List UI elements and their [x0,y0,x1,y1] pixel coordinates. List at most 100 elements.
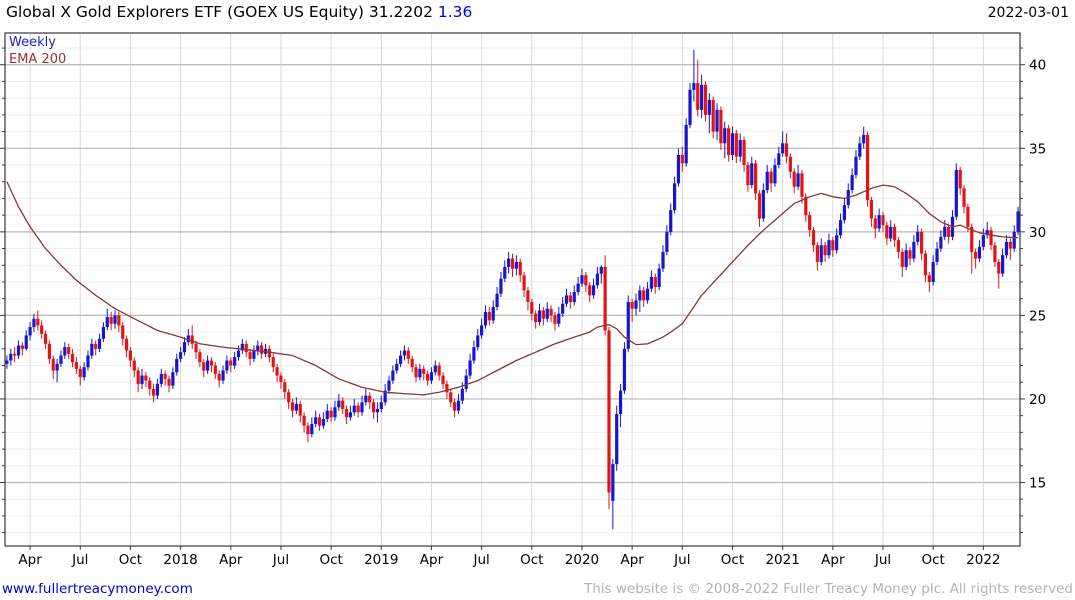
x-axis-label: Apr [620,552,644,568]
candle-up [63,347,67,356]
candle-up [634,300,638,309]
candle-up [730,133,735,155]
candle-up [931,261,935,282]
candle-down [163,373,167,379]
candle-down [302,415,306,426]
candle-down [441,375,445,384]
candle-up [954,170,958,217]
x-axis-label: Apr [420,552,444,568]
candle-down [908,250,912,259]
page-title: Global X Gold Explorers ETF (GOEX US Equ… [6,3,364,21]
x-axis-label: Oct [520,552,543,568]
x-axis-label: Jul [673,552,690,568]
candle-down [734,133,738,157]
candle-up [310,424,314,435]
candle-up [862,134,866,144]
candle-down [553,315,557,324]
candle-up [101,327,106,339]
candle-up [32,318,36,328]
x-axis-label: Jul [472,552,489,568]
candle-up [1012,231,1016,249]
candle-up [611,464,615,501]
candle-up [676,154,681,184]
candle-down [804,196,808,216]
candle-down [526,290,530,303]
candle-up [398,355,403,364]
candle-up [82,367,86,378]
candle-down [151,388,156,396]
x-axis-label: Apr [18,552,42,568]
candle-down [823,245,827,256]
candle-up [186,335,190,343]
candle-up [159,373,163,384]
candle-up [321,419,325,426]
candle-down [769,171,773,184]
x-axis-label: 2020 [565,552,599,568]
x-axis-label: Oct [921,552,944,568]
candle-up [24,335,28,349]
y-axis-label: 20 [1029,392,1046,408]
candle-up [456,400,461,411]
candle-down [703,84,708,115]
candle-up [599,266,603,274]
candle-down [425,373,430,381]
candle-up [738,139,742,157]
candle-down [410,358,414,368]
candle-down [279,375,283,383]
candle-up [781,143,785,154]
candle-down [298,403,302,416]
candle-down [47,343,51,359]
candle-up [360,402,364,413]
candle-down [680,154,684,164]
candle-up [557,313,561,324]
copyright-text: This website is © 2008-2022 Fuller Treac… [584,581,1073,597]
candle-down [947,226,951,237]
candle-up [5,360,9,364]
site-link[interactable]: www.fullertreacymoney.com [2,581,193,597]
candle-down [896,240,901,252]
candle-up [476,335,480,348]
candle-down [287,392,291,403]
candle-down [144,375,148,381]
candle-down [356,405,360,413]
candle-up [537,310,542,323]
plot-border [4,32,1021,547]
x-axis-label: Oct [721,552,744,568]
candle-up [777,153,781,166]
x-axis-label: 2018 [163,552,197,568]
candle-up [661,251,665,269]
candle-up [638,290,642,301]
candle-down [109,317,113,324]
candle-up [723,128,727,144]
candle-down [630,302,634,309]
candle-up [90,343,94,356]
candle-up [395,363,399,371]
candle-up [657,268,661,287]
candle-down [808,215,812,231]
candle-up [175,358,179,373]
candle-down [719,109,723,144]
candle-down [923,253,928,276]
chart-header: Global X Gold Explorers ETF (GOEX US Equ… [6,3,472,21]
candle-down [414,367,418,378]
candle-down [962,188,966,207]
x-axis-label: Apr [821,552,845,568]
candle-down [974,251,978,259]
candle-down [290,402,295,411]
candle-up [916,231,920,242]
candle-down [696,83,700,110]
candle-down [449,392,453,403]
candle-up [16,345,21,356]
candle-up [765,171,769,191]
x-axis-label: Jul [874,552,891,568]
candle-down [792,171,796,187]
y-axis-label: 40 [1029,58,1046,74]
x-axis-label: 2022 [966,552,1000,568]
change-value: 1.36 [437,3,473,21]
candle-down [78,368,82,378]
candle-down [642,290,646,301]
candle-up [572,292,576,303]
candle-down [198,352,202,363]
candle-down [970,226,974,252]
candle-up [985,230,989,236]
